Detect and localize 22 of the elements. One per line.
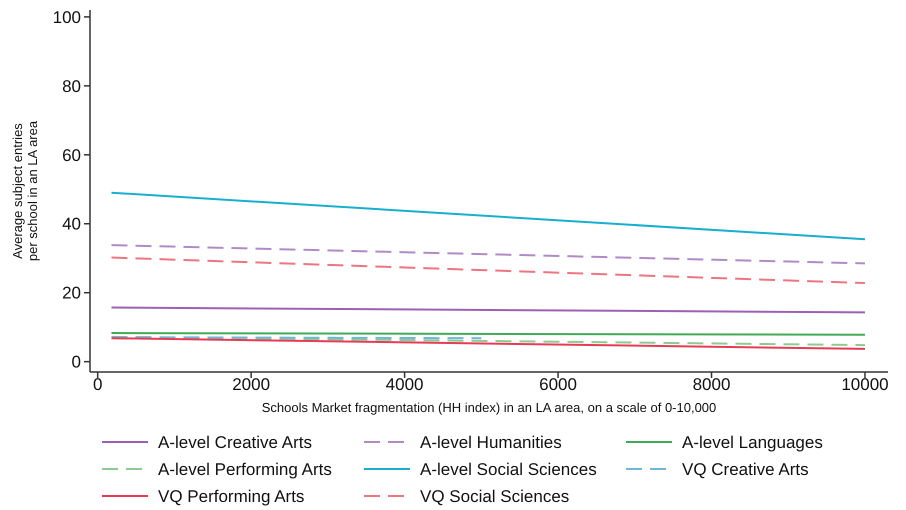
legend-label: A-level Creative Arts — [158, 432, 312, 452]
x-tick-label: 0 — [92, 375, 102, 394]
x-tick-label: 4000 — [386, 375, 424, 394]
legend-label: A-level Humanities — [420, 432, 562, 452]
legend-label: VQ Social Sciences — [420, 486, 570, 506]
legend-label: A-level Languages — [682, 432, 823, 452]
legend-label: VQ Performing Arts — [158, 486, 304, 506]
legend-label: A-level Performing Arts — [158, 460, 332, 479]
y-tick-label: 60 — [62, 146, 81, 165]
y-tick-label: 80 — [62, 76, 81, 96]
x-tick-label: 2000 — [232, 375, 270, 394]
y-tick-label: 40 — [62, 214, 81, 234]
legend-label: A-level Social Sciences — [420, 460, 597, 479]
y-tick-label: 20 — [62, 284, 81, 303]
x-tick-label: 8000 — [692, 375, 730, 394]
x-axis-title: Schools Market fragmentation (HH index) in an LA area, on a scale of 0-10,000 — [262, 400, 716, 415]
x-tick-label: 10000 — [841, 375, 889, 394]
y-tick-label: 100 — [52, 8, 81, 27]
y-tick-label: 0 — [72, 352, 81, 372]
x-tick-label: 6000 — [539, 375, 577, 394]
legend-label: VQ Creative Arts — [682, 460, 809, 479]
y-axis-title: Average subject entries per school in an LA area — [10, 120, 40, 262]
